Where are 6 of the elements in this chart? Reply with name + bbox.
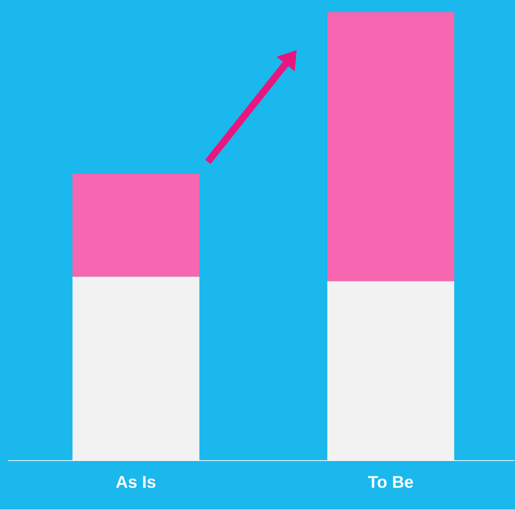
bar — [327, 12, 454, 282]
bar — [327, 281, 454, 461]
bar — [72, 276, 200, 461]
x-tick-label: To Be — [368, 476, 414, 488]
x-tick-label: As Is — [116, 476, 156, 488]
bar — [72, 174, 200, 277]
